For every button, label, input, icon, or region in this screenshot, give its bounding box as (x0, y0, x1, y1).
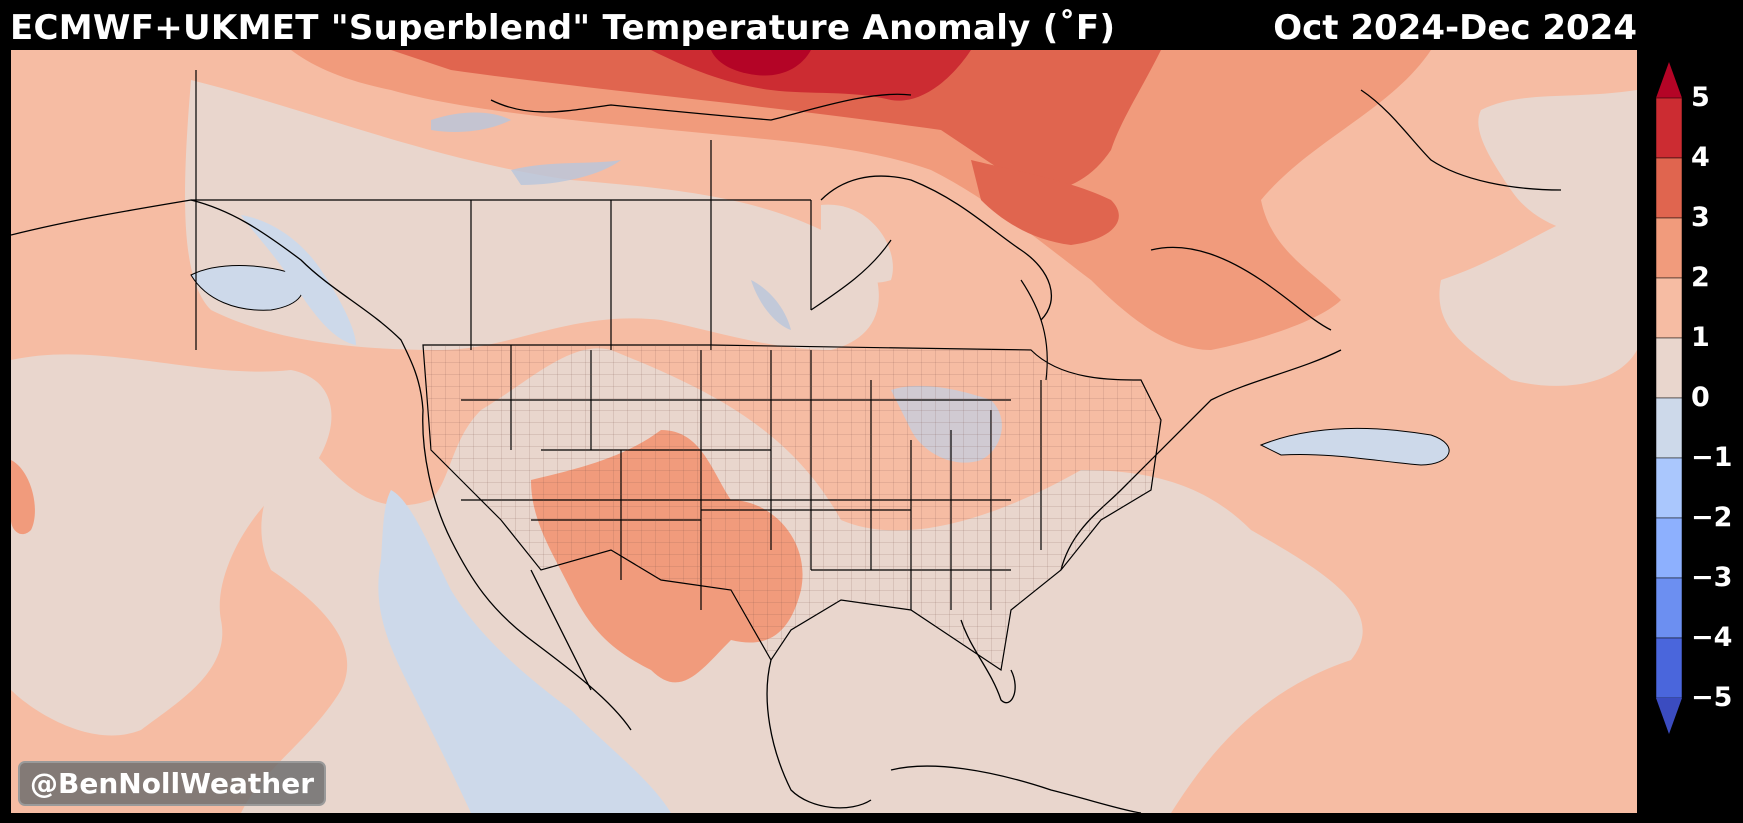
colorbar-segment (1656, 517, 1682, 579)
colorbar-tick-label: 3 (1691, 202, 1710, 233)
colorbar-tick-label: 4 (1691, 142, 1710, 173)
colorbar-segment (1656, 397, 1682, 459)
colorbar-segment (1656, 577, 1682, 639)
colorbar (1656, 62, 1682, 734)
colorbar-arrow-bottom (1656, 698, 1682, 734)
colorbar-tick-label: 0 (1691, 382, 1710, 413)
colorbar-tick-label: 1 (1691, 322, 1710, 353)
colorbar-arrow-top (1656, 62, 1682, 98)
colorbar-segment (1656, 277, 1682, 339)
anomaly-zone-neg (378, 490, 671, 813)
anomaly-zone-3-4 (391, 50, 1161, 191)
anomaly-zone-2-3 (291, 50, 1431, 350)
colorbar-tick-label: 2 (1691, 262, 1710, 293)
colorbar-tick-label: −4 (1691, 622, 1733, 653)
colorbar-segment (1656, 457, 1682, 519)
colorbar-segment (1656, 97, 1682, 159)
colorbar-segment (1656, 217, 1682, 279)
watermark-label: @BenNollWeather (18, 761, 327, 806)
anomaly-map (11, 50, 1637, 813)
map-title: ECMWF+UKMET "Superblend" Temperature Ano… (10, 8, 1116, 48)
colorbar-segment (1656, 337, 1682, 399)
colorbar-tick-label: −2 (1691, 502, 1733, 533)
colorbar-tick-label: −3 (1691, 562, 1733, 593)
colorbar-tick-label: −5 (1691, 682, 1733, 713)
colorbar-segment (1656, 157, 1682, 219)
colorbar-tick-label: 5 (1691, 82, 1710, 113)
forecast-period: Oct 2024-Dec 2024 (1273, 8, 1637, 48)
colorbar-segment (1656, 637, 1682, 699)
colorbar-tick-label: −1 (1691, 442, 1733, 473)
